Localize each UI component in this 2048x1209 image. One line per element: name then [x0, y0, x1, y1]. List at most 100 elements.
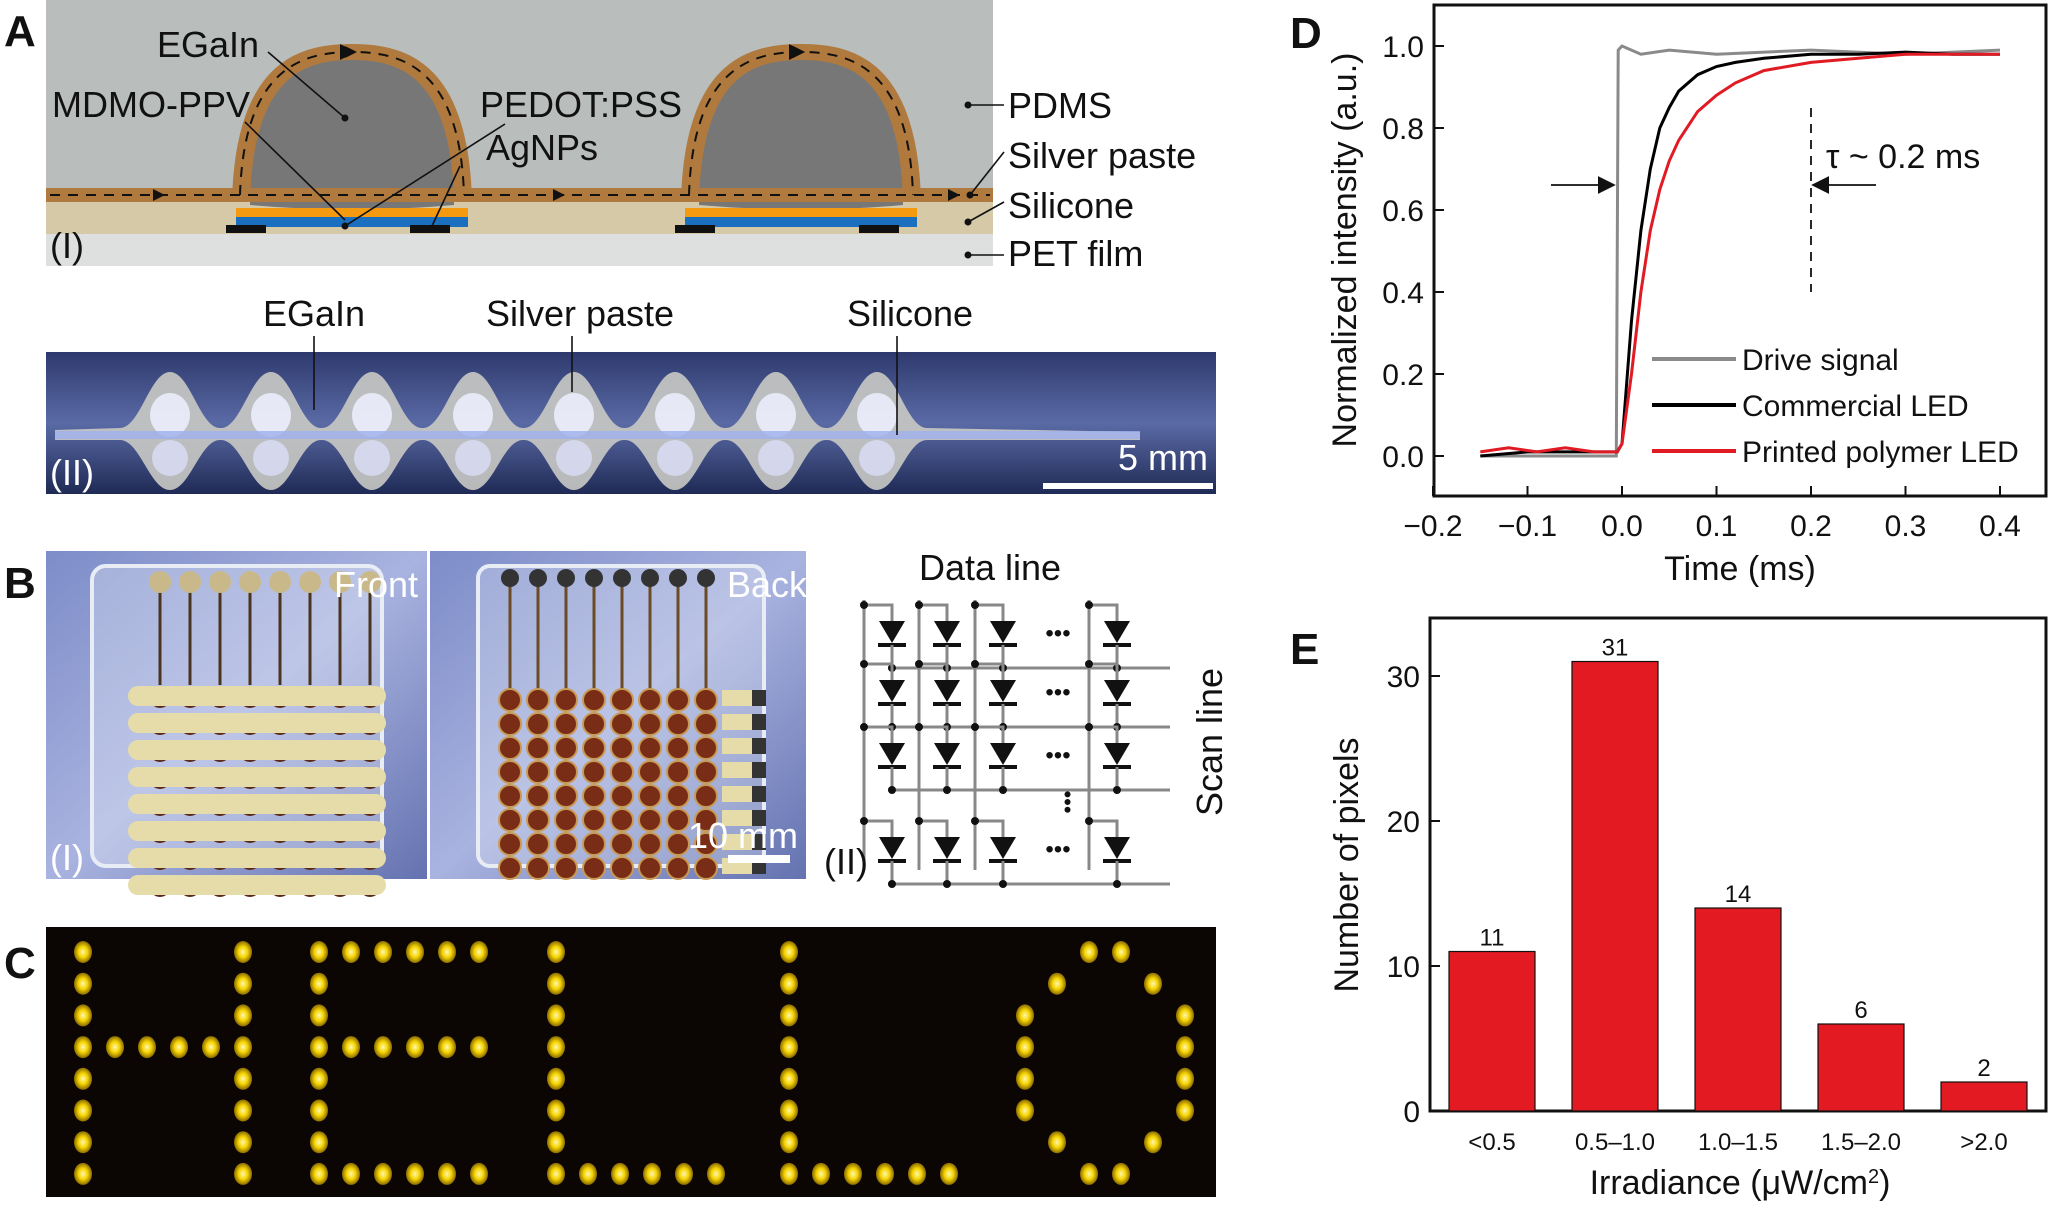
pixel [666, 808, 690, 832]
label-scan-line: Scan line [1189, 668, 1230, 816]
panel-a-sub2-label: (II) [50, 452, 94, 493]
leader-lines [244, 51, 1005, 256]
panel-a-photo [46, 352, 1216, 494]
legend-label: Drive signal [1742, 344, 1899, 377]
label-data-line: Data line [919, 547, 1061, 588]
led-pixel [547, 1162, 565, 1185]
panel-label-c: C [4, 939, 36, 988]
scan-electrode [128, 875, 386, 895]
x-tick-label: 0.4 [1979, 510, 2021, 543]
pixel [526, 712, 550, 736]
led-pixel [1016, 1036, 1034, 1059]
panel-b-front-photo [46, 551, 427, 897]
pixel [554, 688, 578, 712]
x-tick-label: 0.2 [1790, 510, 1832, 543]
led-pixel [310, 1067, 328, 1090]
wire [975, 662, 1005, 680]
led-pixel [547, 941, 565, 963]
pixel [554, 784, 578, 808]
wire [1089, 603, 1119, 621]
x-tick-label: 1.5–2.0 [1821, 1129, 1901, 1156]
pixel [498, 712, 522, 736]
led-pixel [780, 941, 798, 963]
wire [864, 725, 894, 743]
wire [919, 725, 949, 743]
pixel [610, 760, 634, 784]
vertical-ellipsis: ••• [1055, 790, 1080, 813]
y-tick-label: 1.0 [1382, 31, 1424, 64]
led-pixel [1048, 1131, 1066, 1154]
led-pixel [470, 1162, 488, 1185]
y-tick-label: 10 [1387, 951, 1420, 984]
diode-icon [934, 743, 960, 765]
agnps-pad [226, 225, 266, 233]
led-pixel [202, 1036, 220, 1059]
scan-tab [722, 810, 754, 826]
pixel [554, 808, 578, 832]
contact-pad [269, 571, 291, 593]
connector [752, 810, 766, 826]
pixel [526, 784, 550, 808]
pixel [666, 688, 690, 712]
pixel [582, 736, 606, 760]
panel-b-back-photo [430, 551, 806, 880]
pixel [610, 832, 634, 856]
xlabel-superscript: 2 [1868, 1166, 1879, 1188]
egain-bead [756, 393, 796, 437]
wire [919, 603, 949, 621]
scan-tab [722, 786, 754, 802]
led-pixel [780, 1004, 798, 1027]
pixel [582, 760, 606, 784]
y-tick-label: 0.8 [1382, 113, 1424, 146]
x-tick-label: 0.5–1.0 [1575, 1129, 1655, 1156]
led-pixel [1112, 1162, 1130, 1185]
current-arrow-icon [345, 46, 357, 58]
led-pixel [310, 1099, 328, 1122]
pixel [610, 712, 634, 736]
led-pixel [844, 1162, 862, 1185]
pixel [582, 712, 606, 736]
panel-label-a: A [4, 7, 36, 56]
scan-electrode [128, 794, 386, 814]
contact-pad [329, 571, 351, 593]
led-pixel [1016, 1099, 1034, 1122]
led-pixel [234, 1131, 252, 1154]
pixel [638, 712, 662, 736]
wire [864, 662, 894, 680]
series-line-printed-polymer-led [1480, 52, 2000, 454]
led-pixel [1144, 972, 1162, 995]
junction [860, 723, 868, 731]
led-pixel [234, 1036, 252, 1059]
pixel [638, 736, 662, 760]
panel-label-e: E [1290, 625, 1319, 674]
pixel [582, 856, 606, 880]
scan-electrode [128, 686, 386, 706]
egain-bead [453, 393, 493, 437]
pixel [526, 832, 550, 856]
led-pixel [876, 1162, 894, 1185]
junction [943, 880, 951, 888]
x-tick-label: <0.5 [1468, 1129, 1515, 1156]
pixel [582, 832, 606, 856]
x-tick-label: 0.0 [1601, 510, 1643, 543]
scan-tab [722, 714, 754, 730]
junction [1113, 880, 1121, 888]
led-pixel [170, 1036, 188, 1059]
connector [752, 690, 766, 706]
pixel [638, 808, 662, 832]
led-pixel [940, 1162, 958, 1185]
photo-label-egain: EGaIn [263, 293, 365, 334]
egain-reflection [455, 440, 491, 476]
egain-reflection [152, 440, 188, 476]
led-pixel [675, 1162, 693, 1185]
led-pixel [74, 1036, 92, 1059]
contact-pad [299, 571, 321, 593]
led-pixel [1144, 1131, 1162, 1154]
leader-dots [341, 101, 974, 259]
current-arrow-icon [153, 189, 165, 201]
pet-film-layer [46, 234, 993, 266]
junction [971, 660, 979, 668]
bar-data-label: 31 [1602, 635, 1629, 662]
contact-pad [209, 571, 231, 593]
pixel [666, 784, 690, 808]
